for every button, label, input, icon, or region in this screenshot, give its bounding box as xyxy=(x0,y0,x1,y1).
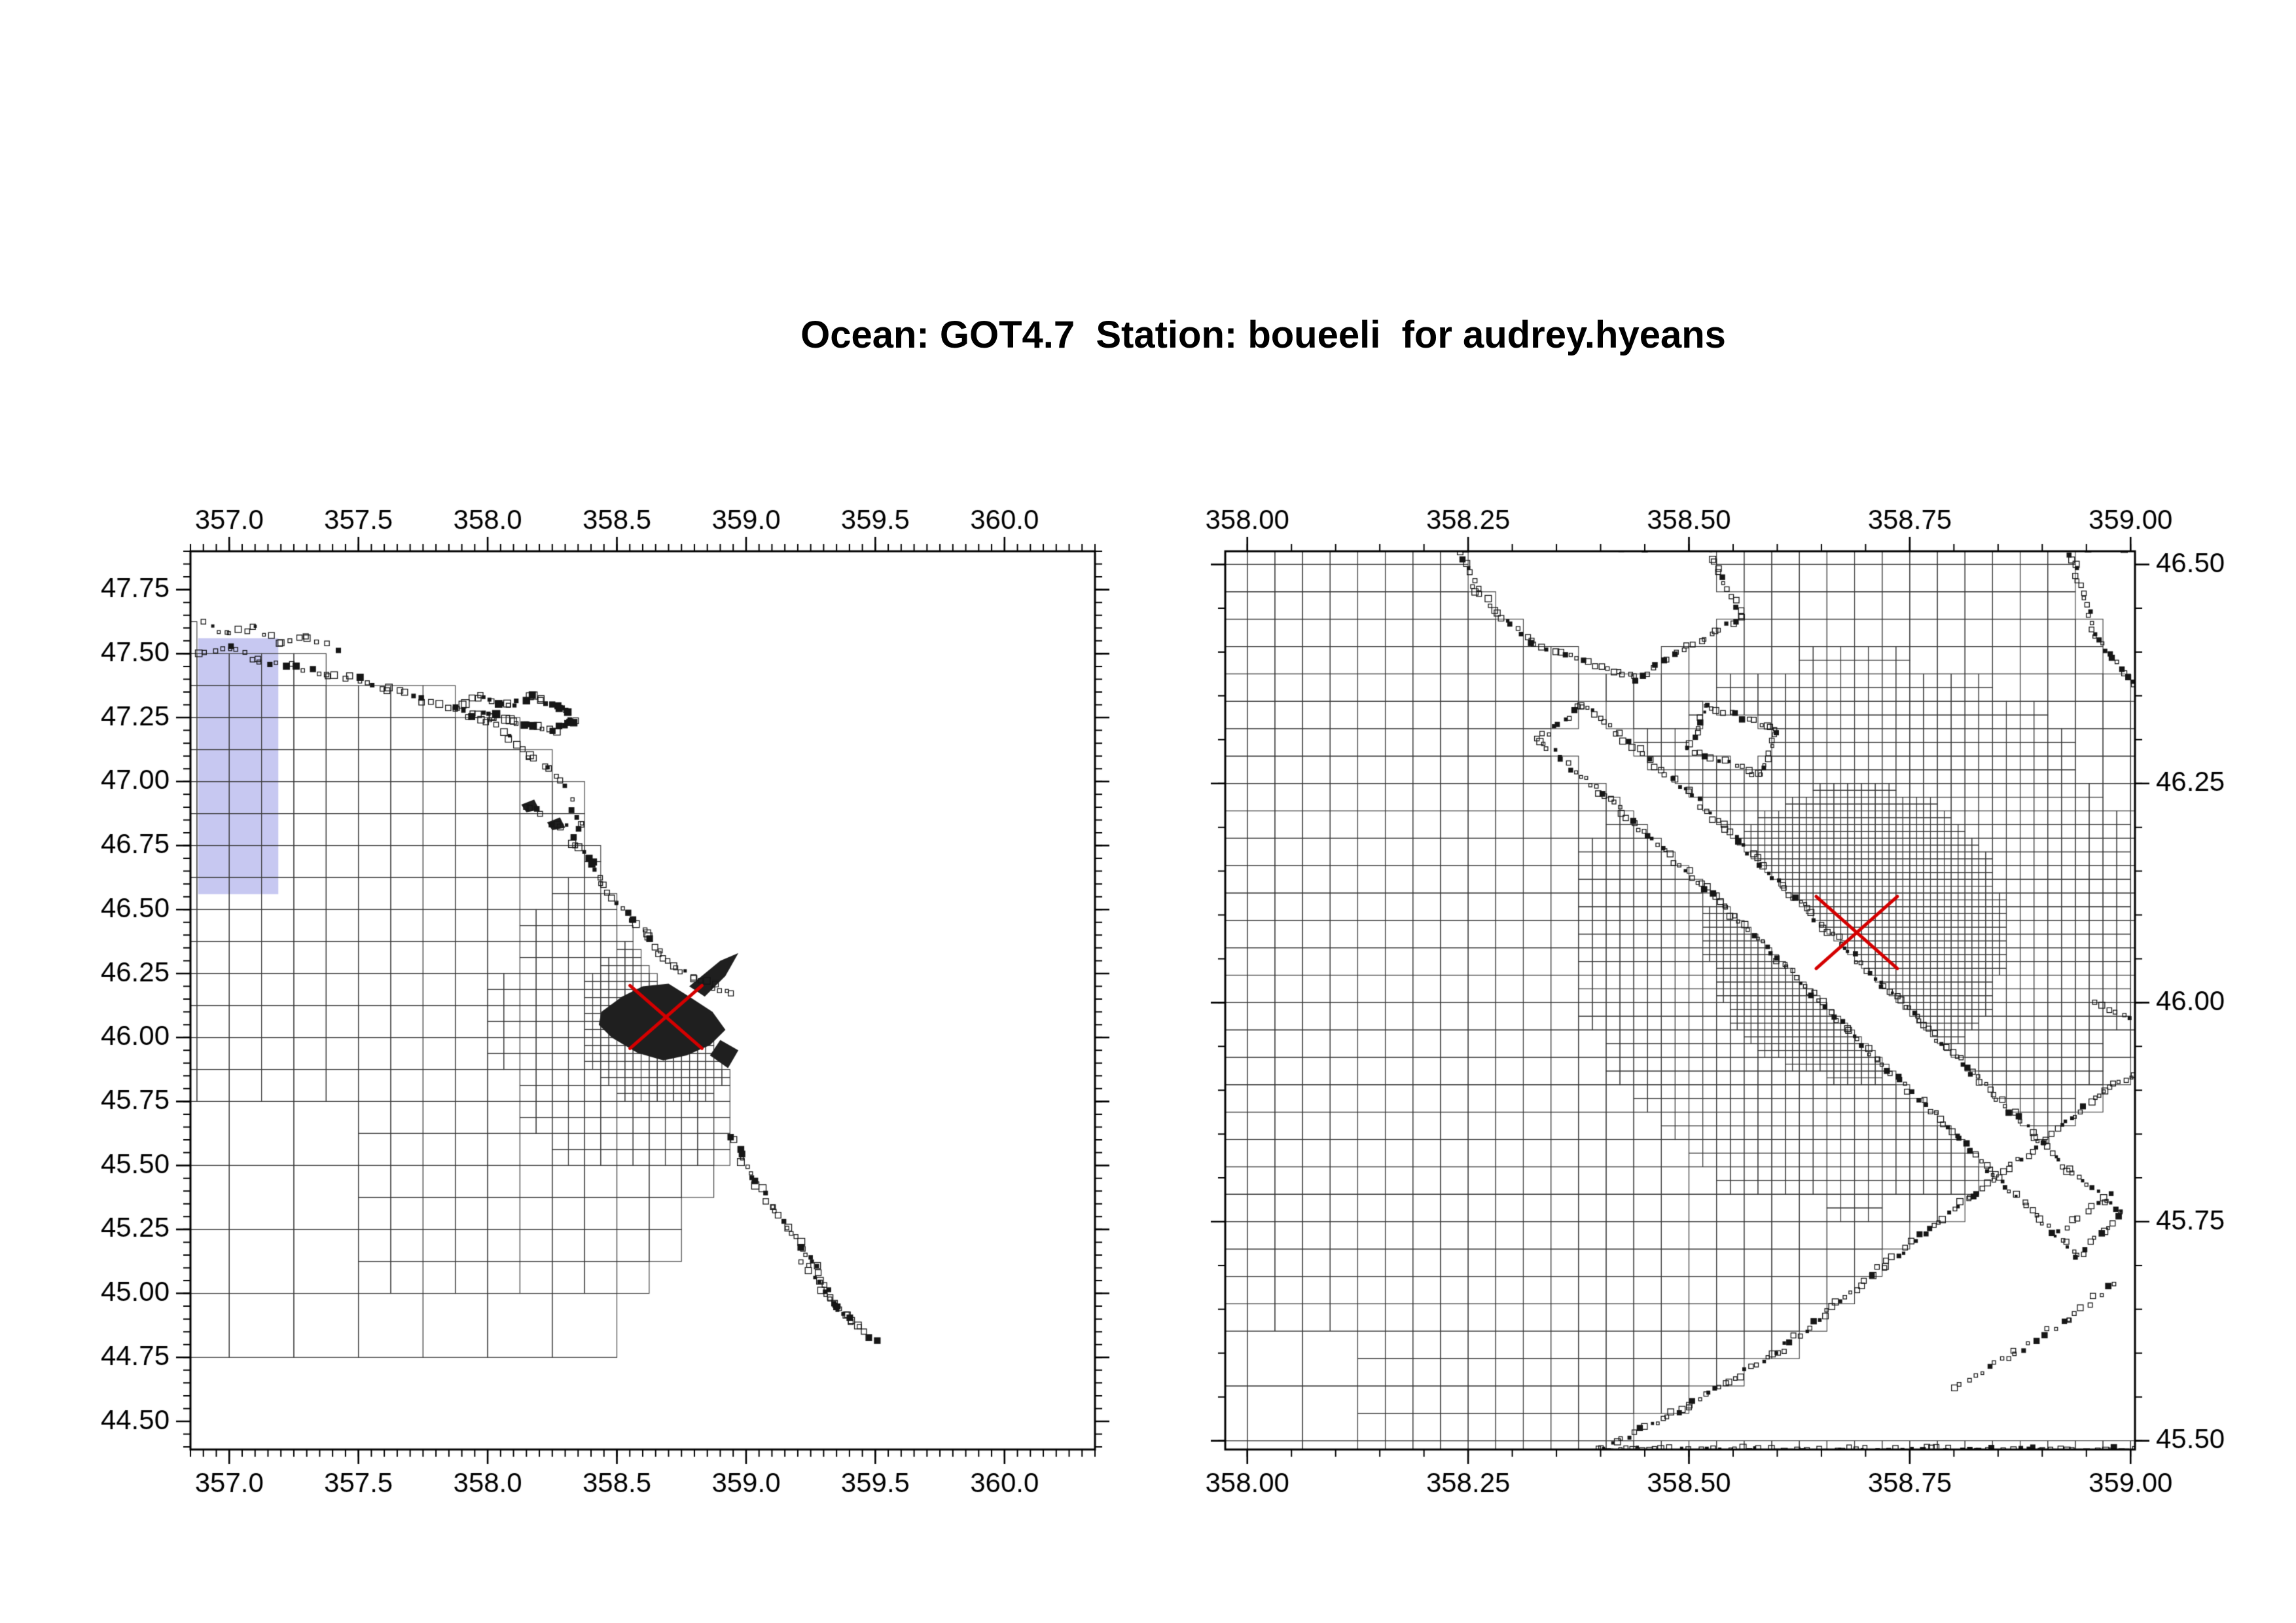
zoom-map-canvas xyxy=(1172,445,2284,1591)
overview-map-canvas xyxy=(59,445,1172,1591)
plot-title: Ocean: GOT4.7 Station: boueeli for audre… xyxy=(800,314,1726,356)
